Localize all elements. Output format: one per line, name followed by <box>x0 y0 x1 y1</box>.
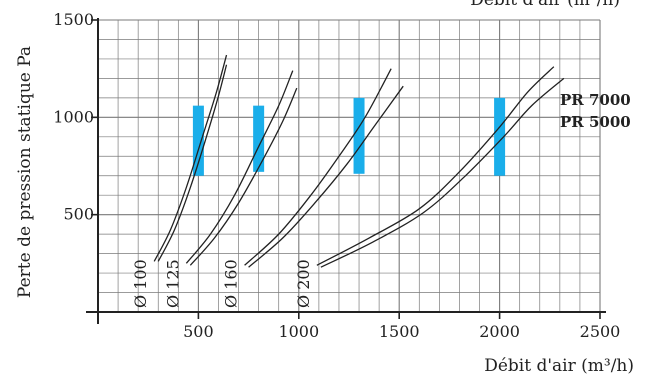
operating-range-bar <box>253 105 265 172</box>
operating-ranges <box>192 97 506 176</box>
x-axis-label-top: Débit d'air (m³/h) <box>470 0 620 10</box>
diameter-label: Ø 160 <box>222 259 241 308</box>
diameter-label: Ø 100 <box>131 259 150 308</box>
curve-pr5000 <box>157 64 228 262</box>
diameter-label: Ø 200 <box>294 259 313 308</box>
legend-pr5000: PR 5000 <box>560 113 631 131</box>
y-tick-label: 1000 <box>53 107 94 126</box>
curve-pr7000 <box>153 54 228 262</box>
operating-range-bar <box>494 97 506 176</box>
diameter-label: Ø 125 <box>163 259 182 308</box>
x-tick-label: 1500 <box>379 322 420 341</box>
x-tick-label: 2000 <box>479 322 520 341</box>
tick-labels: 500 1000 1500 2000 2500 500 1000 1500 <box>53 10 620 341</box>
x-tick-label: 2500 <box>580 322 621 341</box>
y-axis-label: Perte de pression statique Pa <box>15 46 35 298</box>
curve-pr5000 <box>189 87 298 266</box>
curve-pr7000 <box>316 66 555 266</box>
y-tick-label: 1500 <box>53 10 94 29</box>
curve-pr5000 <box>248 85 404 268</box>
curve-pr5000 <box>320 77 565 268</box>
curve-pr7000 <box>244 68 392 266</box>
grid <box>97 19 601 313</box>
duct-curves <box>153 54 565 268</box>
x-tick-label: 1000 <box>278 322 319 341</box>
operating-range-bar <box>192 105 204 176</box>
curve-pr7000 <box>185 70 294 264</box>
operating-range-bar <box>353 97 365 174</box>
x-tick-label: 500 <box>183 322 214 341</box>
y-tick-label: 500 <box>63 205 94 224</box>
axes <box>86 18 606 324</box>
x-axis-label: Débit d'air (m³/h) <box>484 356 634 376</box>
legend-pr7000: PR 7000 <box>560 91 631 109</box>
diameter-labels: Ø 100 Ø 125 Ø 160 Ø 200 <box>131 259 313 308</box>
